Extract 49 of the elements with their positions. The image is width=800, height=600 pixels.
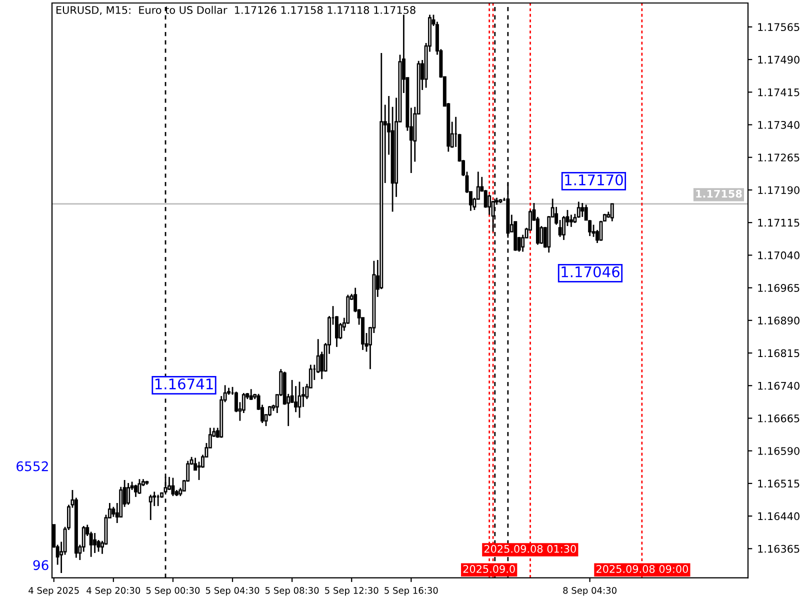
- x-tick-label: 5 Sep 00:30: [146, 586, 200, 596]
- candlestick: [249, 388, 253, 401]
- candlestick: [171, 477, 175, 497]
- candlestick: [168, 476, 171, 491]
- candlestick: [138, 478, 142, 495]
- y-tick-label: 1.16590: [758, 447, 800, 455]
- x-tick-label: 4 Sep 20:30: [86, 586, 140, 596]
- candlestick: [569, 214, 573, 228]
- y-tick-label: 1.16965: [758, 284, 800, 292]
- y-tick-label: 1.17490: [758, 56, 800, 64]
- annotation: 1.17046: [562, 266, 620, 278]
- candlestick: [488, 194, 492, 216]
- annotation: 2025.09.08 01:30: [484, 544, 576, 553]
- x-tick-label: 5 Sep 12:30: [325, 586, 378, 596]
- candlestick: [294, 385, 298, 413]
- x-tick-label: 5 Sep 08:30: [266, 586, 319, 596]
- y-tick-label: 1.16740: [758, 382, 800, 390]
- x-tick-label: 5 Sep 04:30: [206, 586, 260, 596]
- x-tick-label: 8 Sep 04:30: [563, 586, 616, 596]
- candlestick: [126, 482, 130, 506]
- y-tick-label: 1.17565: [758, 23, 800, 32]
- x-tick-label: 5 Sep 16:30: [384, 586, 438, 596]
- y-tick-label: 1.16665: [758, 414, 800, 422]
- annotation: 2025.09.0: [463, 565, 515, 573]
- y-tick-label: 1.16365: [758, 544, 800, 553]
- y-tick-label: 1.16890: [758, 316, 800, 325]
- annotation: 2025.09.08 09:00: [596, 565, 688, 573]
- annotation: 1.17170: [565, 174, 623, 186]
- y-tick-label: 1.17415: [758, 88, 800, 96]
- candlestick: [592, 224, 596, 238]
- candlestick: [610, 203, 614, 222]
- candlestick: [134, 484, 138, 498]
- ref-line-label: 1.17158: [696, 190, 742, 198]
- x-tick-label: 4 Sep 2025: [28, 586, 79, 596]
- y-tick-label: 1.16815: [758, 349, 800, 358]
- y-tick-label: 1.17040: [758, 251, 800, 260]
- annotation: 1.16741: [155, 378, 213, 390]
- candlestick: [93, 532, 97, 554]
- candlestick: [580, 202, 584, 218]
- text: 6552: [16, 461, 48, 472]
- chart-title: EURUSD, M15: Euro to US Dollar 1.17126 1.17158 1.17118 1.17158: [56, 6, 416, 15]
- y-tick-label: 1.16440: [758, 512, 800, 520]
- y-tick-label: 1.17190: [758, 186, 800, 194]
- y-tick-label: 1.16515: [758, 480, 800, 488]
- y-tick-label: 1.17115: [758, 218, 800, 227]
- y-tick-label: 1.17265: [758, 154, 800, 162]
- candlestick: [148, 494, 152, 521]
- y-tick-label: 1.17340: [758, 120, 800, 129]
- text: 96: [33, 560, 48, 570]
